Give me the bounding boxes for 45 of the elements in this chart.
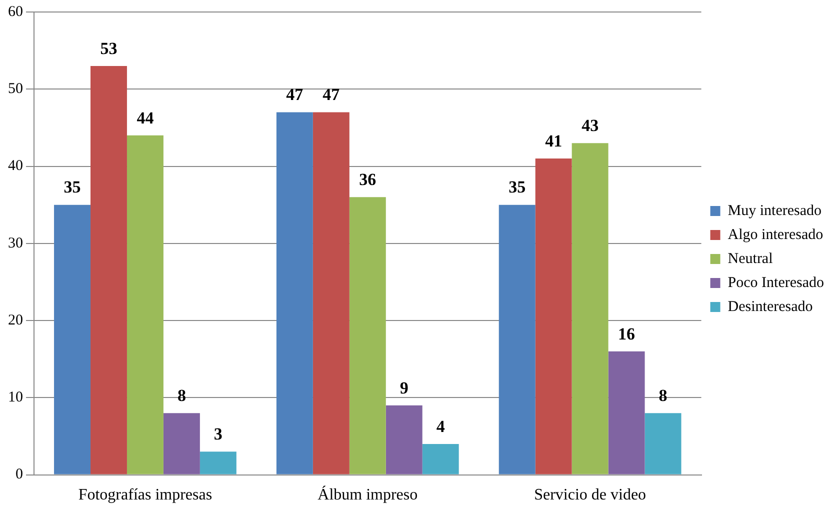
data-label: 8: [177, 386, 186, 405]
bar: [608, 351, 645, 474]
data-label: 16: [618, 324, 636, 344]
bar: [349, 197, 386, 474]
data-label: 53: [100, 38, 118, 58]
y-tick-label: 20: [8, 312, 23, 328]
data-label: 35: [64, 178, 81, 197]
bar: [312, 112, 350, 474]
data-label: 47: [322, 85, 340, 104]
bar: [54, 204, 90, 474]
y-tick-label: 60: [8, 4, 23, 20]
data-label: 36: [359, 170, 376, 190]
legend-label: Poco Interesado: [728, 274, 824, 291]
bar: [386, 405, 422, 474]
y-tick-label: 10: [8, 390, 23, 406]
data-label: 44: [136, 108, 154, 128]
y-tick-label: 30: [8, 235, 23, 252]
data-label: 43: [582, 116, 599, 136]
x-tick-label: Fotografías impresas: [78, 486, 212, 504]
data-label: 41: [545, 131, 562, 150]
data-label: 8: [658, 386, 668, 405]
bar: [572, 143, 608, 474]
y-tick-label: 40: [8, 158, 23, 174]
data-label: 4: [436, 416, 446, 436]
y-tick-label: 0: [16, 466, 23, 483]
legend-label: Neutral: [728, 250, 773, 267]
bar: [422, 444, 459, 474]
legend-label: Algo interesado: [728, 226, 824, 243]
x-tick-label: Servicio de video: [534, 486, 646, 504]
bar: [126, 135, 164, 474]
bar: [535, 158, 572, 474]
legend-label: Desinteresado: [728, 298, 813, 315]
data-label: 47: [286, 85, 304, 104]
bar: [90, 66, 127, 474]
legend-label: Muy interesado: [728, 202, 822, 219]
bar: [644, 413, 682, 474]
data-label: 35: [508, 178, 526, 197]
data-label: 3: [214, 424, 222, 444]
data-label: 9: [400, 378, 408, 398]
x-tick-label: Álbum impreso: [318, 486, 418, 504]
bar: [498, 204, 536, 474]
bar: [163, 413, 200, 474]
bar: [276, 112, 313, 474]
bar: [200, 452, 236, 474]
y-tick-label: 50: [8, 81, 23, 98]
